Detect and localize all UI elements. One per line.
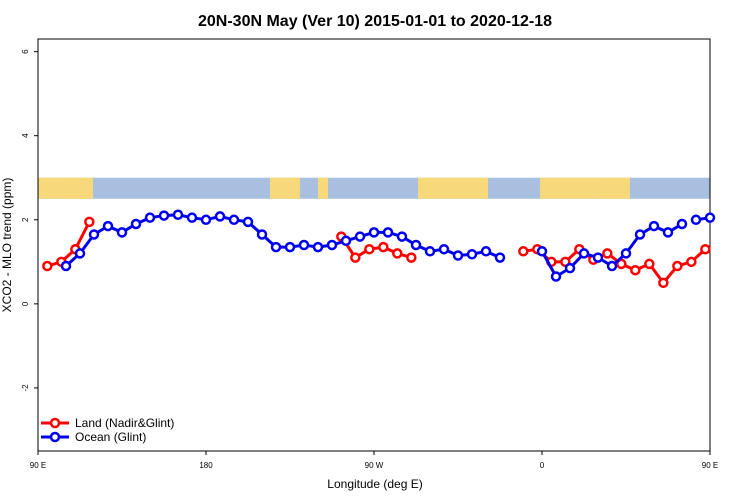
data-point <box>88 229 100 240</box>
data-point <box>452 250 464 261</box>
series-layer <box>42 209 716 289</box>
data-point <box>214 211 226 222</box>
data-point <box>662 227 674 238</box>
legend: Land (Nadir&Glint) Ocean (Glint) <box>41 416 174 444</box>
data-point <box>644 258 655 270</box>
data-point <box>630 264 641 276</box>
data-point <box>396 231 408 242</box>
y-tick-label: 2 <box>21 217 30 222</box>
data-point <box>704 212 716 223</box>
data-point <box>616 258 627 270</box>
legend-label-ocean: Ocean (Glint) <box>75 430 146 444</box>
legend-label-land: Land (Nadir&Glint) <box>75 416 174 430</box>
data-point <box>368 227 380 238</box>
data-point <box>116 227 128 238</box>
data-point <box>602 248 613 259</box>
data-point <box>350 252 361 263</box>
data-point <box>648 220 660 232</box>
data-point <box>312 241 324 253</box>
data-point <box>424 246 436 257</box>
data-point <box>242 216 254 228</box>
x-axis: 90 E 180 90 W 0 90 E <box>30 451 718 470</box>
data-point <box>634 229 646 240</box>
series-ocean <box>60 209 716 282</box>
data-point <box>42 260 53 272</box>
series-land <box>42 216 711 289</box>
data-point <box>480 246 492 257</box>
world-map-strip <box>38 177 710 199</box>
land-east-asia <box>600 177 625 199</box>
data-point <box>130 218 142 230</box>
data-point <box>494 252 506 263</box>
data-point <box>410 239 422 251</box>
data-point <box>298 239 310 251</box>
data-point <box>158 210 170 221</box>
data-point <box>326 239 338 251</box>
data-point <box>700 243 711 255</box>
data-point <box>406 252 417 263</box>
data-point <box>84 216 95 228</box>
y-axis-label: XCO2 - MLO trend (ppm) <box>0 178 14 313</box>
data-point <box>672 260 683 272</box>
legend-item-ocean: Ocean (Glint) <box>41 430 146 444</box>
data-point <box>578 248 590 259</box>
data-point <box>466 248 478 260</box>
x-tick-label: 0 <box>540 461 545 470</box>
data-point <box>200 214 212 226</box>
chart-title: 20N-30N May (Ver 10) 2015-01-01 to 2020-… <box>198 13 552 30</box>
y-tick-label: 6 <box>21 49 30 54</box>
land-caribbean <box>318 177 328 199</box>
data-point <box>676 218 688 230</box>
land-australia-north <box>60 177 90 199</box>
x-tick-label: 90 E <box>30 461 46 470</box>
data-point <box>550 271 562 282</box>
data-point <box>606 260 618 272</box>
data-point <box>270 241 282 253</box>
land-north-america <box>270 177 300 199</box>
data-point <box>690 214 702 226</box>
data-point <box>228 214 240 226</box>
data-point <box>102 220 114 232</box>
data-point <box>378 241 389 253</box>
data-point <box>592 252 604 263</box>
y-tick-label: -2 <box>21 384 30 392</box>
data-point <box>186 212 198 223</box>
y-tick-label: 4 <box>21 133 30 138</box>
data-point <box>658 277 669 289</box>
series-line <box>46 221 91 268</box>
data-point <box>364 243 375 255</box>
data-point <box>536 246 548 257</box>
y-axis: -2 0 2 4 6 <box>21 49 38 392</box>
data-point <box>382 227 394 238</box>
data-point <box>74 248 86 259</box>
data-point <box>172 209 184 220</box>
legend-marker-land <box>49 417 61 429</box>
x-tick-label: 180 <box>199 461 213 470</box>
data-point <box>438 243 450 255</box>
data-point <box>256 229 268 240</box>
x-axis-label: Longitude (deg E) <box>327 477 422 491</box>
data-point <box>392 248 403 259</box>
land-africa-asia <box>418 177 488 199</box>
data-point <box>564 262 576 274</box>
plot-frame <box>37 38 711 452</box>
data-point <box>686 256 697 268</box>
data-point <box>354 231 366 242</box>
data-point <box>60 260 72 272</box>
data-point <box>518 246 529 257</box>
y-tick-label: 0 <box>21 301 30 306</box>
data-point <box>284 241 296 253</box>
legend-item-land: Land (Nadir&Glint) <box>41 416 174 430</box>
x-tick-label: 90 W <box>365 461 384 470</box>
legend-marker-ocean <box>49 431 61 443</box>
data-point <box>340 235 352 247</box>
x-tick-label: 90 E <box>702 461 718 470</box>
data-point <box>620 248 632 259</box>
data-point <box>144 212 156 223</box>
